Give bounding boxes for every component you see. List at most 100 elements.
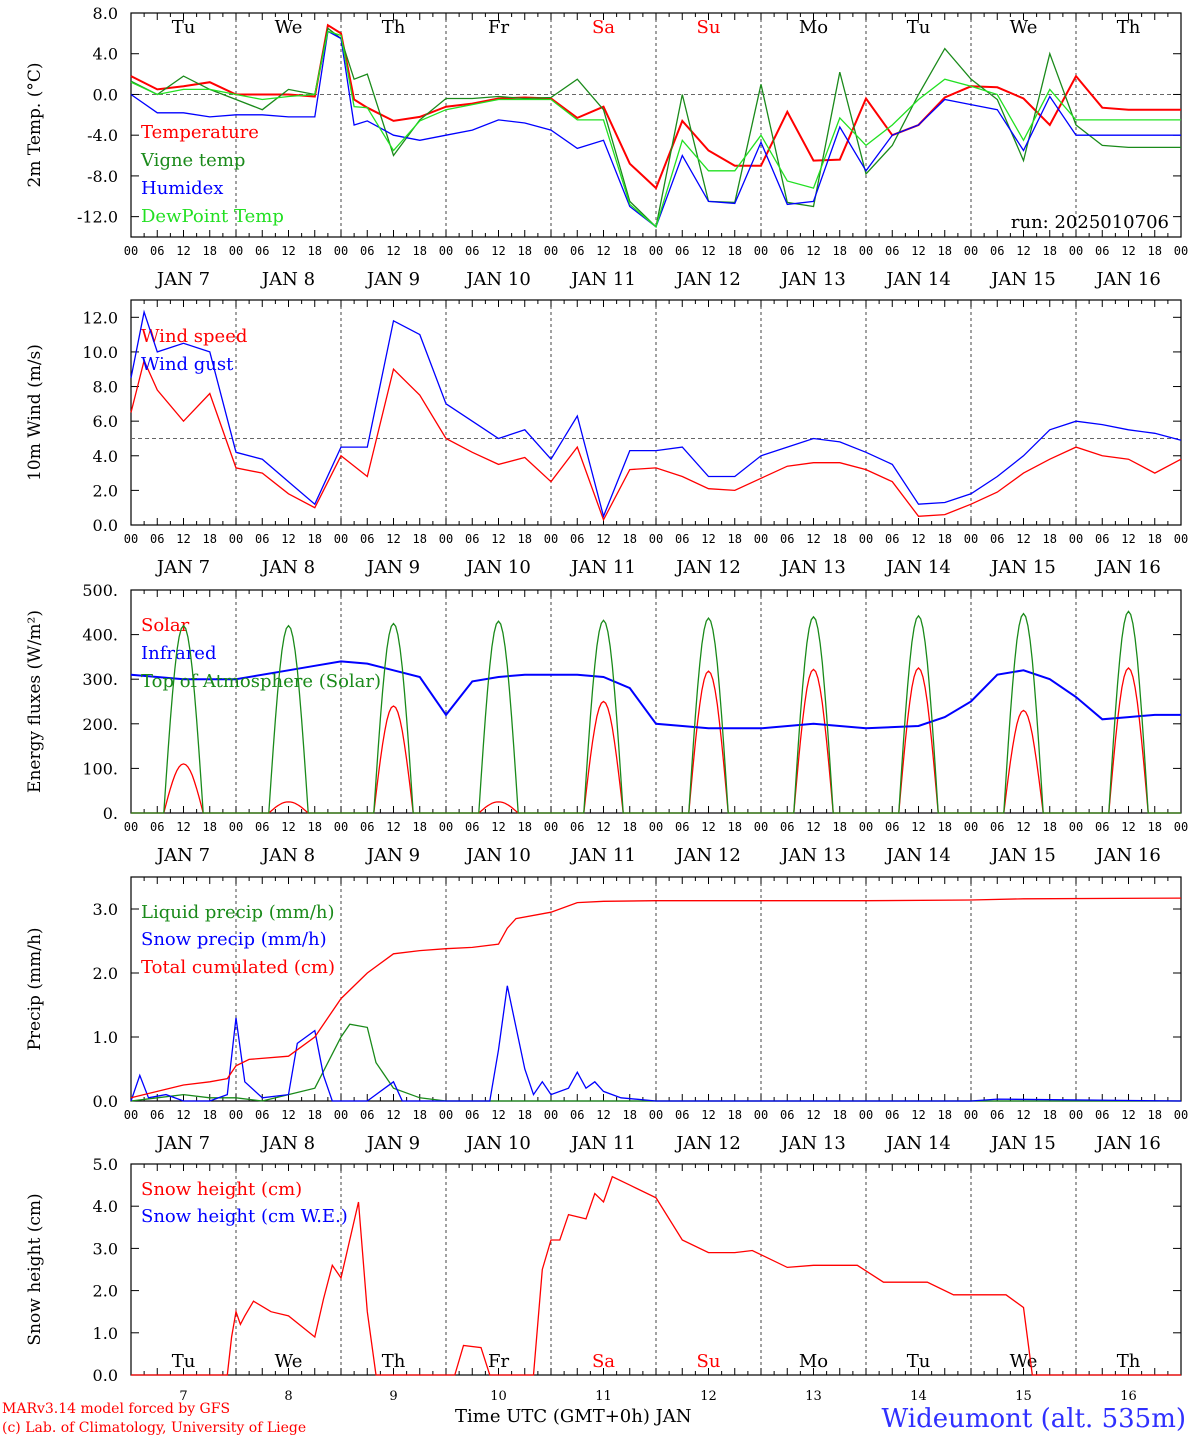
hour-label: 06: [990, 244, 1004, 258]
date-label: JAN 12: [674, 1133, 741, 1154]
hour-label: 12: [701, 532, 715, 546]
hour-label: 12: [386, 532, 400, 546]
date-label: JAN 7: [155, 557, 210, 578]
weekday-label: Th: [382, 17, 406, 38]
series-line: [130, 985, 1182, 1102]
hour-label: 12: [1121, 820, 1135, 834]
y-tick-label: 4.0: [93, 447, 118, 466]
hour-label: 06: [360, 820, 374, 834]
hour-label: 12: [911, 244, 925, 258]
hour-label: 06: [780, 820, 794, 834]
y-tick-label: 500.: [82, 581, 118, 600]
hour-label: 18: [518, 1108, 532, 1122]
legend-entry: Wind speed: [141, 326, 247, 347]
hour-label: 18: [413, 1108, 427, 1122]
hour-label: 00: [229, 532, 243, 546]
y-tick-label: 0.: [103, 804, 118, 823]
hour-label: 00: [124, 244, 138, 258]
hour-label: 00: [229, 1108, 243, 1122]
weekday-label: We: [275, 17, 303, 38]
y-tick-label: 0.0: [93, 1366, 118, 1385]
y-tick-label: 100.: [82, 759, 118, 778]
hour-label: 18: [1148, 820, 1162, 834]
hour-label: 06: [465, 244, 479, 258]
legend-entry: Wind gust: [141, 354, 234, 375]
hour-label: 00: [334, 244, 348, 258]
y-tick-label: 1.0: [93, 1324, 118, 1343]
hour-label: 12: [176, 244, 190, 258]
hour-label: 18: [413, 532, 427, 546]
hour-label: 18: [623, 1108, 637, 1122]
legend-entry: DewPoint Temp: [141, 206, 284, 227]
hour-label: 00: [124, 820, 138, 834]
hour-label: 18: [833, 532, 847, 546]
legend-entry: Total cumulated (cm): [141, 957, 335, 978]
hour-label: 12: [596, 1108, 610, 1122]
weekday-label: Sa: [592, 17, 615, 38]
y-tick-label: 10.0: [82, 343, 118, 362]
hour-label: 06: [1095, 820, 1109, 834]
hour-label: 00: [1174, 532, 1188, 546]
hour-label: 18: [308, 820, 322, 834]
date-label: JAN 9: [365, 557, 420, 578]
weekday-label: Th: [382, 1351, 406, 1372]
y-tick-label: 4.0: [93, 45, 118, 64]
date-label: JAN 9: [365, 1133, 420, 1154]
hour-label: 00: [1069, 1108, 1083, 1122]
y-tick-label: -12.0: [77, 208, 118, 227]
y-tick-label: 6.0: [93, 412, 118, 431]
hour-label: 06: [1095, 244, 1109, 258]
weekday-label: Tu: [172, 1351, 196, 1372]
y-tick-label: 200.: [82, 715, 118, 734]
y-tick-label: 300.: [82, 670, 118, 689]
y-axis-label: Energy fluxes (W/m²): [25, 610, 45, 793]
hour-label: 00: [964, 244, 978, 258]
hour-label: 00: [859, 532, 873, 546]
hour-label: 00: [124, 532, 138, 546]
y-tick-label: 2.0: [93, 964, 118, 983]
hour-label: 18: [203, 1108, 217, 1122]
plot-frame: [130, 589, 1182, 814]
hour-label: 12: [911, 532, 925, 546]
date-label: JAN 15: [989, 557, 1056, 578]
series-line: [131, 610, 1181, 814]
y-tick-label: -8.0: [87, 167, 118, 186]
weekday-label: Th: [1117, 1351, 1141, 1372]
legend-entry: Humidex: [141, 178, 223, 199]
date-label: JAN 16: [1094, 269, 1161, 290]
weekday-label: We: [1010, 1351, 1038, 1372]
hour-label: 12: [701, 820, 715, 834]
hour-label: 18: [728, 1108, 742, 1122]
hour-label: 12: [1121, 244, 1135, 258]
hour-label: 12: [281, 1108, 295, 1122]
hour-label: 00: [1069, 244, 1083, 258]
hour-label: 00: [544, 532, 558, 546]
hour-label: 12: [491, 532, 505, 546]
hour-label: 06: [990, 1108, 1004, 1122]
hour-label: 06: [885, 532, 899, 546]
hour-label: 06: [675, 1108, 689, 1122]
legend-entry: Snow precip (mm/h): [141, 929, 327, 950]
hour-label: 00: [964, 1108, 978, 1122]
weekday-label: Su: [697, 17, 721, 38]
hour-label: 06: [255, 244, 269, 258]
hour-label: 18: [518, 532, 532, 546]
hour-label: 18: [308, 1108, 322, 1122]
hour-label: 00: [544, 244, 558, 258]
y-tick-label: 0.0: [93, 85, 118, 104]
hour-label: 00: [964, 532, 978, 546]
hour-label: 12: [281, 532, 295, 546]
y-tick-label: 1.0: [93, 1028, 118, 1047]
series-line: [130, 660, 1181, 730]
hour-label: 06: [1095, 1108, 1109, 1122]
date-label: JAN 7: [155, 269, 210, 290]
hour-label: 12: [176, 1108, 190, 1122]
hour-label: 00: [544, 820, 558, 834]
hour-label: 06: [885, 820, 899, 834]
hour-label: 06: [570, 532, 584, 546]
hour-label: 18: [1043, 244, 1057, 258]
hour-label: 12: [386, 244, 400, 258]
series-line: [130, 358, 1182, 522]
hour-label: 00: [1069, 532, 1083, 546]
date-label: JAN 10: [464, 269, 531, 290]
